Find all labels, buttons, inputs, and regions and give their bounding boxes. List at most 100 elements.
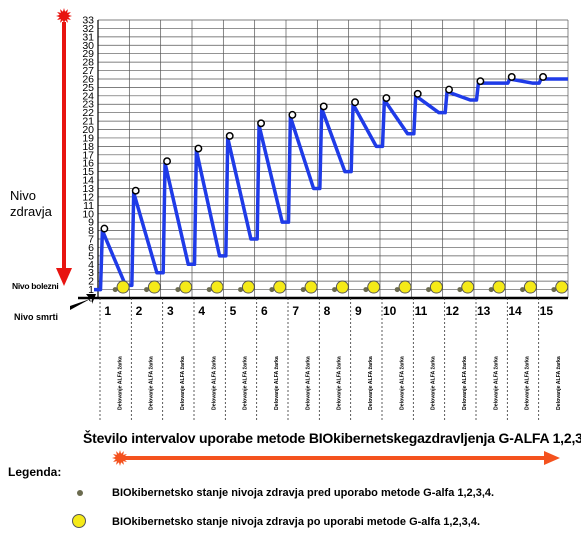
x-tick-label: 9 xyxy=(355,304,362,318)
interval-label: Delovanje ALFA žarka xyxy=(525,356,531,410)
y-tick-label: 7 xyxy=(88,234,94,246)
marker-after xyxy=(147,280,161,294)
y-axis-label-line-2: zdravja xyxy=(10,204,52,219)
x-axis-label: Število intervalov uporabe metode BIOkib… xyxy=(83,430,581,446)
x-tick-label: 15 xyxy=(540,304,554,318)
x-tick-label: 8 xyxy=(324,304,331,318)
y-arrow-head xyxy=(56,268,72,286)
marker-before xyxy=(551,287,557,293)
arrows xyxy=(56,8,560,466)
y-tick-label: 4 xyxy=(88,259,94,271)
y-tick-label: 27 xyxy=(82,65,94,77)
x-tick-label: 5 xyxy=(230,304,237,318)
legend-entry-after: BIOkibernetsko stanje nivoja zdravja po … xyxy=(112,516,480,528)
marker-before xyxy=(206,287,212,293)
y-tick-label: 3 xyxy=(88,267,94,279)
y-axis-label-line-1: Nivo xyxy=(10,188,37,203)
interval-label: Delovanje ALFA žarka xyxy=(368,356,374,410)
peak-point xyxy=(445,85,454,94)
marker-after xyxy=(241,280,255,294)
x-tick-label: 6 xyxy=(261,304,268,318)
y-tick-label: 11 xyxy=(83,200,94,212)
marker-before xyxy=(269,287,275,293)
marker-before xyxy=(457,287,463,293)
peak-point xyxy=(507,73,516,81)
y-tick-label: 28 xyxy=(82,57,94,69)
y-tick-label: 16 xyxy=(82,158,94,170)
interval-label: Delovanje ALFA žarka xyxy=(399,356,405,410)
y-tick-label: 30 xyxy=(82,40,94,52)
y-tick-label: 0 xyxy=(88,293,94,305)
interval-label: Delovanje ALFA žarka xyxy=(493,356,499,410)
peak-point xyxy=(288,110,297,119)
y-tick-label: 5 xyxy=(88,250,94,262)
nivo-bolezni-label: Nivo bolezni xyxy=(12,281,59,291)
interval-label: Delovanje ALFA žarka xyxy=(149,356,155,410)
x-tick-label: 12 xyxy=(446,304,460,318)
marker-before xyxy=(144,287,150,293)
x-ticks: 1 2 3 4 5 6 7 8 9 10 11 12 13 14 15 xyxy=(104,304,553,318)
y-axis-label: Nivo zdravja xyxy=(10,188,52,220)
marker-before xyxy=(332,287,338,293)
legend-marker-before xyxy=(77,490,83,496)
interval-label: Delovanje ALFA žarka xyxy=(556,356,562,410)
marker-before xyxy=(426,287,432,293)
y-ticks: 0123456789101112131415161718192021222324… xyxy=(82,15,94,305)
interval-label: Delovanje ALFA žarka xyxy=(211,356,217,410)
y-tick-label: 24 xyxy=(82,90,94,102)
peak-point xyxy=(163,157,172,166)
interval-label: Delovanje ALFA žarka xyxy=(243,356,249,410)
y-tick-label: 14 xyxy=(82,175,94,187)
interval-label: Delovanje ALFA žarka xyxy=(117,356,123,410)
interval-label: Delovanje ALFA žarka xyxy=(337,356,343,410)
peak-point xyxy=(194,144,203,153)
interval-label: Delovanje ALFA žarka xyxy=(274,356,280,410)
x-tick-label: 3 xyxy=(167,304,174,318)
y-tick-label: 8 xyxy=(88,225,94,237)
y-tick-label: 19 xyxy=(82,132,94,144)
marker-after xyxy=(523,280,537,294)
interval-label: Delovanje ALFA žarka xyxy=(305,356,311,410)
marker-after xyxy=(179,280,193,294)
marker-after xyxy=(492,280,506,294)
series-line xyxy=(94,73,568,292)
marker-after xyxy=(429,280,443,294)
x-tick-label: 7 xyxy=(292,304,299,318)
y-tick-label: 17 xyxy=(82,149,94,161)
y-tick-label: 20 xyxy=(82,124,94,136)
y-tick-label: 18 xyxy=(82,141,94,153)
interval-labels: Delovanje ALFA žarka Delovanje ALFA žarka… xyxy=(99,298,562,420)
marker-before xyxy=(488,287,494,293)
y-tick-label: 32 xyxy=(82,23,94,35)
x-tick-label: 1 xyxy=(104,304,111,318)
marker-after xyxy=(116,280,130,294)
marker-before xyxy=(363,287,369,293)
series-path xyxy=(94,77,568,292)
x-tick-label: 13 xyxy=(477,304,491,318)
marker-after xyxy=(555,280,569,294)
x-arrow-burst xyxy=(112,450,128,466)
peak-point xyxy=(100,224,109,233)
marker-after xyxy=(335,280,349,294)
marker-before xyxy=(300,287,306,293)
interval-label: Delovanje ALFA žarka xyxy=(462,356,468,410)
marker-before xyxy=(238,287,244,293)
peak-point xyxy=(257,119,266,128)
marker-after xyxy=(210,280,224,294)
y-arrow-burst xyxy=(56,8,72,24)
x-tick-label: 4 xyxy=(198,304,205,318)
y-tick-label: 10 xyxy=(82,208,94,220)
x-tick-label: 10 xyxy=(383,304,397,318)
nivo-smrti-arrow xyxy=(70,294,96,310)
peak-point xyxy=(539,73,548,81)
y-tick-label: 1 xyxy=(88,284,94,296)
marker-before xyxy=(112,287,118,293)
y-tick-label: 22 xyxy=(82,107,94,119)
peak-point xyxy=(476,77,485,86)
y-tick-label: 21 xyxy=(82,116,94,128)
peak-point xyxy=(131,186,140,195)
marker-before xyxy=(394,287,400,293)
x-tick-label: 14 xyxy=(508,304,522,318)
y-tick-label: 15 xyxy=(82,166,94,178)
